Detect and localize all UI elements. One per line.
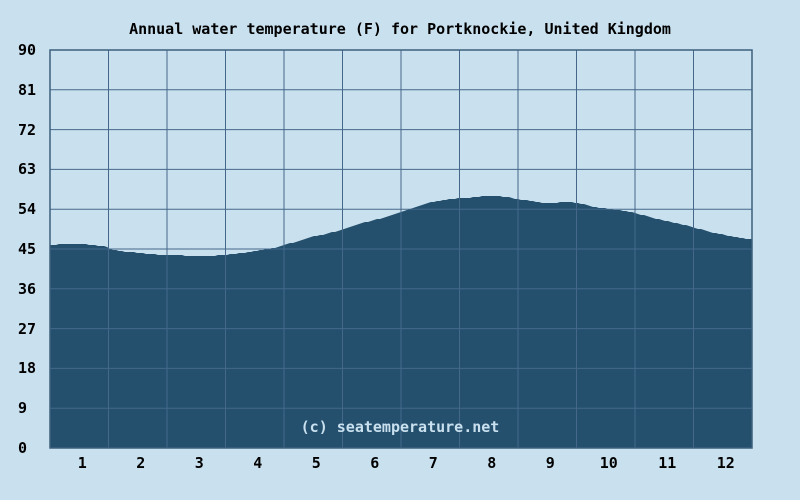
y-axis-tick-label: 72	[18, 120, 37, 139]
x-axis-tick-label: 11	[658, 454, 677, 472]
y-axis-tick-label: 36	[18, 279, 37, 298]
y-axis-tick-label: 9	[18, 399, 28, 418]
y-axis-tick-label: 27	[18, 319, 37, 338]
x-axis-tick-label: 10	[599, 454, 618, 472]
x-axis-tick-label: 3	[194, 454, 204, 472]
x-axis-tick-label: 7	[428, 454, 438, 472]
y-axis-tick-label: 90	[18, 41, 37, 59]
watermark: (c) seatemperature.net	[300, 418, 500, 436]
x-axis-tick-label: 4	[253, 454, 263, 472]
x-axis-tick-label: 6	[370, 454, 380, 472]
x-axis-tick-label: 8	[487, 454, 497, 472]
x-axis-tick-label: 1	[77, 454, 87, 472]
x-axis-tick-label: 2	[136, 454, 146, 472]
y-axis-tick-label: 63	[18, 160, 37, 179]
x-axis-tick-label: 5	[311, 454, 321, 472]
x-axis-tick-label: 9	[545, 454, 555, 472]
y-axis-tick-label: 18	[18, 359, 37, 378]
chart-title: Annual water temperature (F) for Portkno…	[129, 20, 671, 38]
plot-border	[49, 49, 753, 449]
y-axis-tick-label: 45	[18, 240, 37, 258]
x-axis-tick-label: 12	[716, 454, 735, 472]
y-axis-tick-label: 81	[18, 80, 37, 99]
y-axis-tick-label: 0	[18, 439, 28, 457]
y-axis-tick-label: 54	[18, 200, 37, 219]
